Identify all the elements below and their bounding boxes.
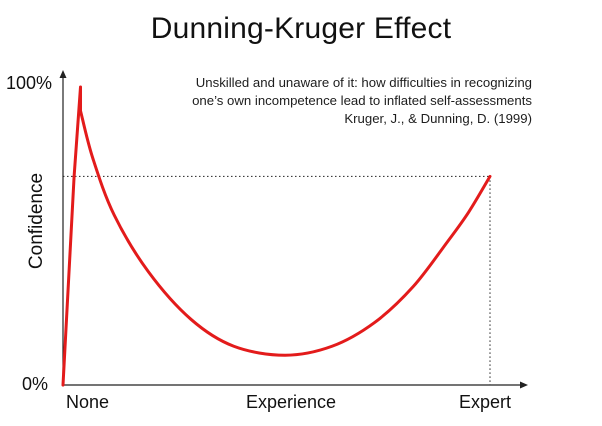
- x-axis-arrowhead: [520, 381, 528, 389]
- chart-title: Dunning-Kruger Effect: [150, 12, 452, 45]
- y-tick-label-0: 0%: [22, 374, 49, 394]
- y-tick-label-100: 100%: [6, 73, 53, 93]
- y-axis-arrowhead: [59, 70, 67, 78]
- subtitle-line-2: one’s own incompetence lead to inflated …: [192, 93, 532, 108]
- x-tick-label-none: None: [66, 392, 110, 412]
- dunning-kruger-curve: [61, 85, 492, 387]
- subtitle-line-3: Kruger, J., & Dunning, D. (1999): [344, 111, 532, 126]
- x-axis-label: Experience: [246, 392, 337, 412]
- subtitle-line-1: Unskilled and unaware of it: how difficu…: [195, 75, 532, 90]
- chart-subtitle: Unskilled and unaware of it: how difficu…: [142, 74, 532, 128]
- x-tick-label-expert: Expert: [459, 392, 512, 412]
